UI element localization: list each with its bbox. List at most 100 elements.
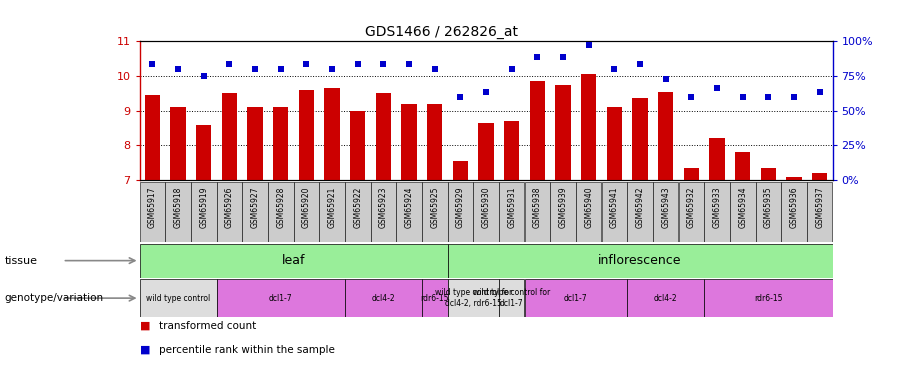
Point <box>325 66 339 72</box>
Bar <box>396 182 422 242</box>
Point <box>761 94 776 100</box>
Bar <box>401 104 417 180</box>
Point <box>556 54 571 60</box>
Bar <box>499 279 525 317</box>
Text: GSM65919: GSM65919 <box>199 187 208 228</box>
Text: GSM65925: GSM65925 <box>430 187 439 228</box>
Text: percentile rank within the sample: percentile rank within the sample <box>159 345 335 355</box>
Bar <box>576 182 601 242</box>
Bar <box>627 182 652 242</box>
Bar <box>581 74 597 180</box>
Text: GSM65928: GSM65928 <box>276 187 285 228</box>
Bar <box>293 182 320 242</box>
Bar <box>525 182 550 242</box>
Bar <box>633 99 648 180</box>
Bar <box>166 182 191 242</box>
Point <box>248 66 262 72</box>
Point <box>222 61 237 67</box>
Text: GSM65931: GSM65931 <box>508 187 517 228</box>
Bar <box>242 182 268 242</box>
Text: GDS1466 / 262826_at: GDS1466 / 262826_at <box>364 26 518 39</box>
Bar <box>812 173 827 180</box>
Text: GSM65921: GSM65921 <box>328 187 337 228</box>
Bar <box>658 92 673 180</box>
Point <box>299 61 313 67</box>
Point <box>735 94 750 100</box>
Bar <box>704 182 730 242</box>
Point <box>813 88 827 94</box>
Bar <box>371 182 396 242</box>
Bar <box>447 182 473 242</box>
Text: GSM65940: GSM65940 <box>584 187 593 228</box>
Bar <box>273 107 288 180</box>
Text: leaf: leaf <box>282 254 305 267</box>
Bar <box>140 279 217 317</box>
Bar <box>345 182 371 242</box>
Point <box>401 61 416 67</box>
Text: tissue: tissue <box>4 256 38 266</box>
Bar <box>422 182 447 242</box>
Point <box>428 66 442 72</box>
Bar <box>427 104 443 180</box>
Bar <box>217 182 242 242</box>
Bar <box>555 85 571 180</box>
Bar <box>499 182 525 242</box>
Bar <box>627 279 704 317</box>
Bar <box>760 168 776 180</box>
Text: GSM65939: GSM65939 <box>559 187 568 228</box>
Point <box>633 61 647 67</box>
Point <box>145 61 159 67</box>
Bar <box>447 279 499 317</box>
Point <box>684 94 698 100</box>
Bar <box>221 93 237 180</box>
Bar <box>447 244 832 278</box>
Bar <box>248 107 263 180</box>
Text: dcl1-7: dcl1-7 <box>269 294 292 303</box>
Point <box>171 66 185 72</box>
Bar <box>453 161 468 180</box>
Bar <box>601 182 627 242</box>
Point <box>479 88 493 94</box>
Text: GSM65942: GSM65942 <box>635 187 644 228</box>
Text: GSM65937: GSM65937 <box>815 187 824 228</box>
Text: GSM65918: GSM65918 <box>174 187 183 228</box>
Bar <box>679 182 704 242</box>
Point <box>376 61 391 67</box>
Text: ■: ■ <box>140 345 154 355</box>
Text: GSM65943: GSM65943 <box>662 187 670 228</box>
Text: inflorescence: inflorescence <box>598 254 682 267</box>
Text: wild type control for
dcl4-2, rdr6-15: wild type control for dcl4-2, rdr6-15 <box>435 288 512 308</box>
Bar <box>191 182 217 242</box>
Point <box>453 94 467 100</box>
Bar <box>787 177 802 180</box>
Bar <box>422 279 447 317</box>
Bar <box>140 182 166 242</box>
Point <box>196 73 211 79</box>
Point <box>608 66 622 72</box>
Bar <box>299 90 314 180</box>
Bar <box>709 138 725 180</box>
Text: GSM65922: GSM65922 <box>353 187 362 228</box>
Point <box>659 76 673 82</box>
Text: GSM65926: GSM65926 <box>225 187 234 228</box>
Bar <box>324 88 339 180</box>
Point <box>274 66 288 72</box>
Text: GSM65930: GSM65930 <box>482 187 490 228</box>
Point <box>505 66 519 72</box>
Text: GSM65938: GSM65938 <box>533 187 542 228</box>
Text: rdr6-15: rdr6-15 <box>420 294 449 303</box>
Bar <box>320 182 345 242</box>
Bar <box>735 152 751 180</box>
Bar <box>755 182 781 242</box>
Bar <box>525 279 627 317</box>
Bar <box>217 279 345 317</box>
Bar <box>478 123 494 180</box>
Bar <box>196 124 211 180</box>
Text: dcl4-2: dcl4-2 <box>372 294 395 303</box>
Bar <box>684 168 699 180</box>
Bar <box>473 182 499 242</box>
Bar <box>529 81 545 180</box>
Bar <box>652 182 679 242</box>
Bar <box>170 107 185 180</box>
Text: GSM65920: GSM65920 <box>302 187 310 228</box>
